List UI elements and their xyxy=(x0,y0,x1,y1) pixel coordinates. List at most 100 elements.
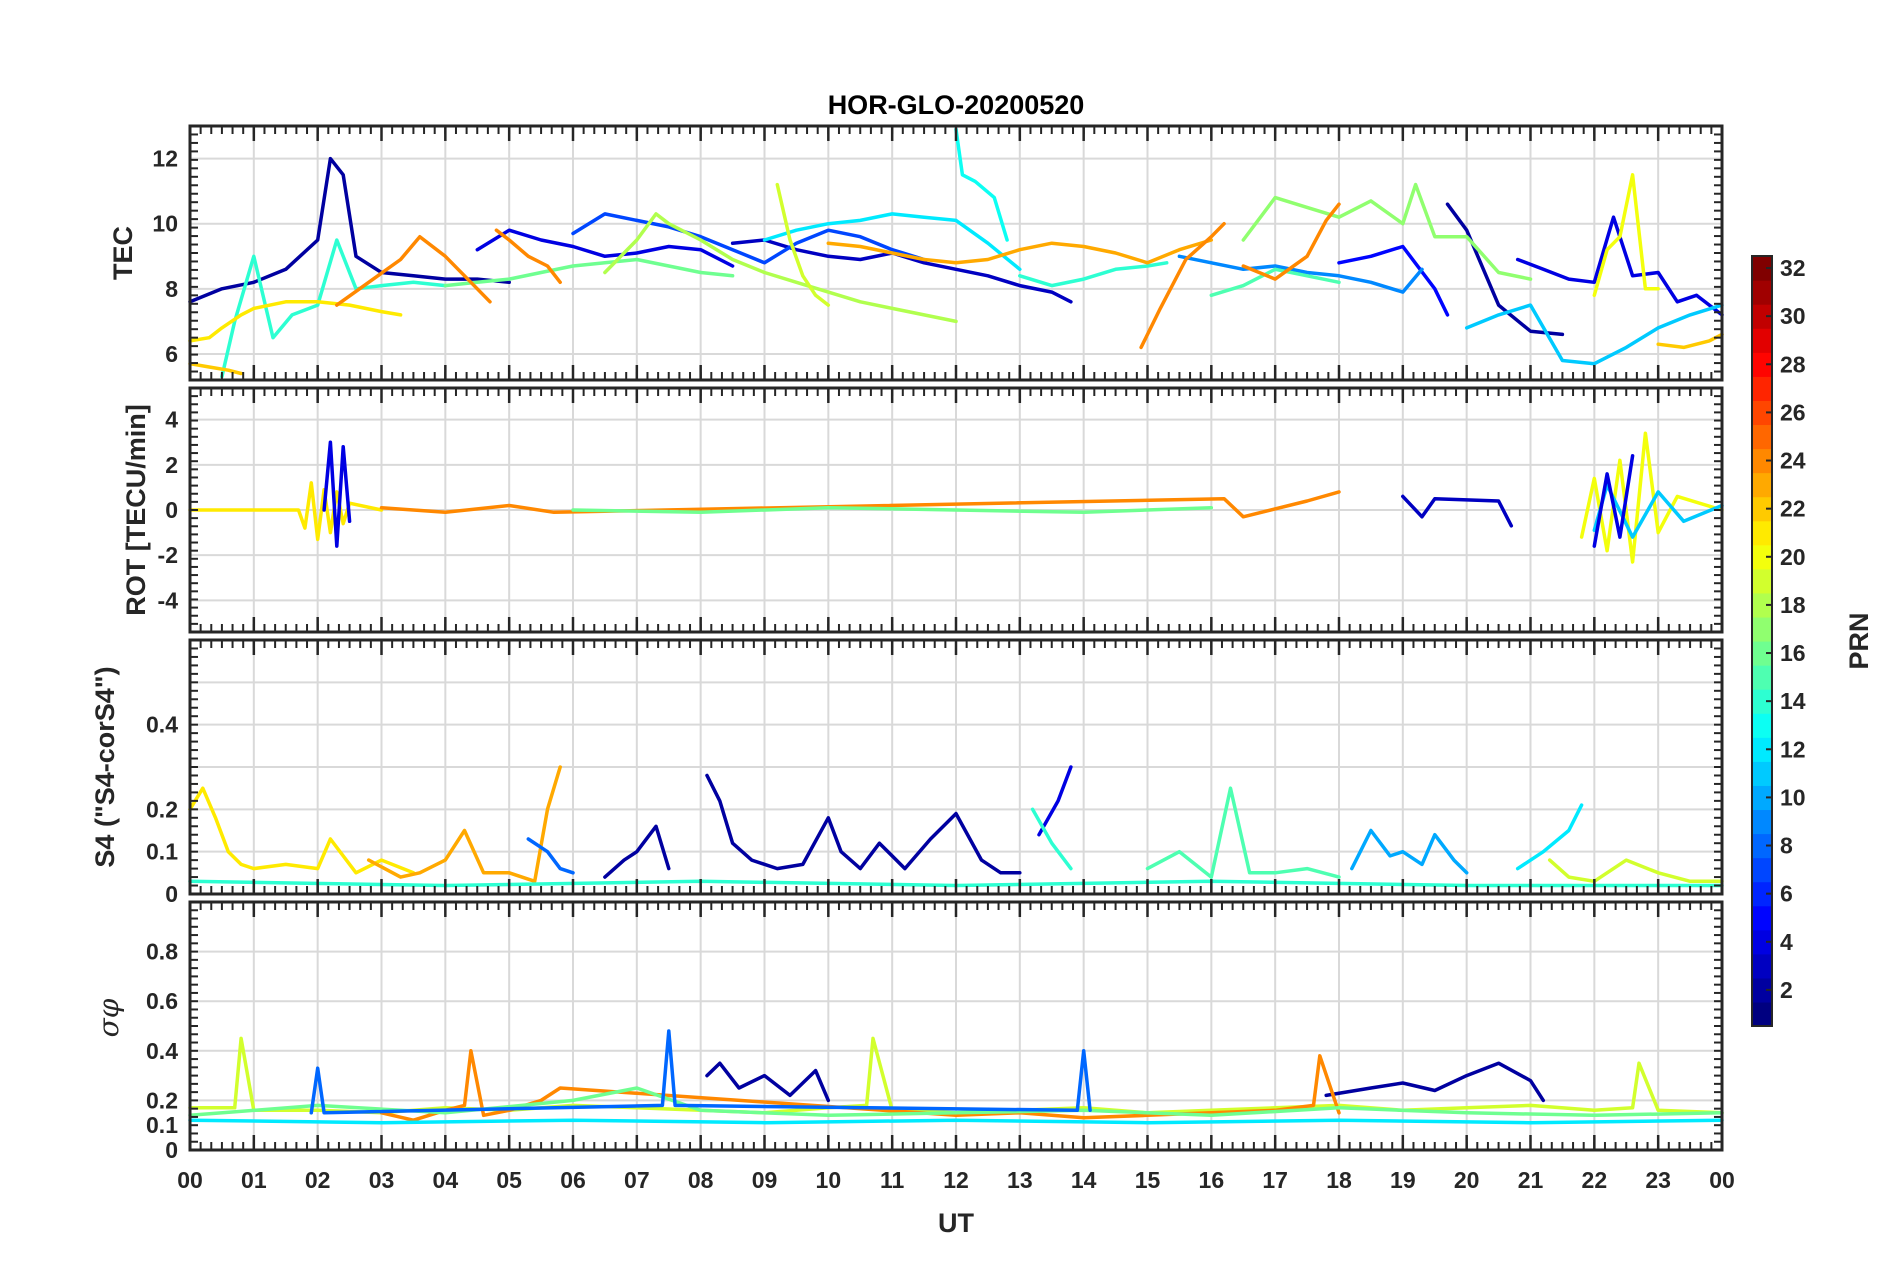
colorbar-segment xyxy=(1752,953,1772,979)
series-line-prn-8 xyxy=(309,1029,1092,1115)
panel-sigma: 00.10.2 0.4 0.6 0.8 σφ 00 01 02 03 04 05 06 07 08 09 10… xyxy=(92,900,1735,1193)
series-line-prn-14 xyxy=(1018,261,1169,288)
y-tick-label: 0.2 xyxy=(146,1087,178,1113)
x-tick-label: 10 xyxy=(816,1167,842,1193)
y-axis-label: ROT [TECU/min] xyxy=(121,404,151,615)
series-line-prn-2 xyxy=(188,156,511,304)
series-line-prn-18 xyxy=(603,212,958,324)
x-tick-label: 00 xyxy=(177,1167,203,1193)
series-line-prn-21 xyxy=(188,300,403,343)
y-tick-label: 0.1 xyxy=(146,1112,178,1138)
x-tick-label: 05 xyxy=(496,1167,522,1193)
series-line-prn-21 xyxy=(188,481,384,542)
colorbar-segment xyxy=(1752,568,1772,594)
x-tick-label: 08 xyxy=(688,1167,714,1193)
colorbar-segment xyxy=(1752,304,1772,329)
colorbar-tick-label: 6 xyxy=(1780,881,1793,907)
colorbar-tick-label: 2 xyxy=(1780,977,1793,1003)
series-line-prn-12 xyxy=(188,1118,1724,1125)
x-tick-label: 20 xyxy=(1454,1167,1480,1193)
series-line-prn-24 xyxy=(1241,202,1341,281)
panel-tec: 6 8 10 12 TEC xyxy=(108,124,1724,382)
series-line-prn-16 xyxy=(571,505,1214,515)
series-line-prn-13 xyxy=(954,127,1009,242)
colorbar-tick-label: 24 xyxy=(1780,448,1806,474)
series-line-prn-22 xyxy=(188,361,243,376)
series-line-prn-2 xyxy=(1445,202,1565,337)
y-axis-label: σφ xyxy=(92,998,125,1037)
series-line-prn-24 xyxy=(335,234,492,307)
colorbar-segment xyxy=(1752,352,1772,377)
series-line-prn-8 xyxy=(526,837,575,875)
series-line-prn-16 xyxy=(443,257,735,288)
colorbar-segment xyxy=(1752,977,1772,1003)
series-line-prn-4 xyxy=(1037,765,1073,837)
colorbar-tick-label: 32 xyxy=(1780,255,1806,281)
x-tick-label: 22 xyxy=(1582,1167,1608,1193)
colorbar-segment xyxy=(1752,424,1772,450)
colorbar-segment xyxy=(1752,376,1772,401)
series-line-prn-24 xyxy=(1139,221,1226,350)
x-tick-label: 04 xyxy=(433,1167,459,1193)
colorbar-segment xyxy=(1752,520,1772,546)
colorbar-tick-label: 30 xyxy=(1780,303,1806,329)
panel-rot: -4 -2 0 2 4 ROT [TECU/min] xyxy=(121,386,1724,634)
colorbar-tick-label: 4 xyxy=(1780,929,1793,955)
series-line-prn-9 xyxy=(1177,254,1424,294)
series-line-prn-12 xyxy=(762,212,1022,272)
y-tick-label: 0.8 xyxy=(146,939,178,965)
x-tick-label: 23 xyxy=(1645,1167,1671,1193)
y-tick-label: 12 xyxy=(152,146,178,172)
x-tick-label: 00 xyxy=(1709,1167,1735,1193)
colorbar-segment xyxy=(1752,785,1772,811)
series-line-prn-14 xyxy=(1030,807,1073,871)
colorbar-tick-label: 20 xyxy=(1780,544,1806,570)
x-tick-label: 21 xyxy=(1518,1167,1544,1193)
series-line-prn-3 xyxy=(1401,494,1514,528)
series-line-prn-22 xyxy=(1656,332,1724,350)
colorbar-segment xyxy=(1752,280,1772,305)
colorbar-segment xyxy=(1752,833,1772,859)
y-tick-label: -2 xyxy=(158,542,178,568)
y-tick-label: 0.4 xyxy=(146,1038,178,1064)
y-tick-label: 0.1 xyxy=(146,839,178,865)
series-line-prn-2 xyxy=(705,1061,831,1103)
colorbar-segment xyxy=(1752,689,1772,714)
series-line-prn-17 xyxy=(1241,182,1533,281)
y-tick-label: 6 xyxy=(165,341,178,367)
x-tick-label: 02 xyxy=(305,1167,331,1193)
colorbar-segment xyxy=(1752,713,1772,738)
y-tick-label: 8 xyxy=(165,276,178,302)
series-line-prn-2 xyxy=(1324,1061,1546,1103)
colorbar-tick-label: 8 xyxy=(1780,833,1793,859)
y-tick-label: 0 xyxy=(165,497,178,523)
y-tick-label: 0 xyxy=(165,1137,178,1163)
series-line-prn-19 xyxy=(1547,858,1724,884)
x-tick-label: 03 xyxy=(369,1167,395,1193)
colorbar-segment xyxy=(1752,496,1772,522)
colorbar-segment xyxy=(1752,256,1772,281)
series-line-prn-20 xyxy=(1592,173,1660,298)
y-tick-label: 0 xyxy=(165,881,178,907)
series-line-prn-5 xyxy=(1337,244,1450,317)
colorbar-segment xyxy=(1752,881,1772,907)
y-tick-label: -4 xyxy=(158,587,179,613)
series-line-prn-23 xyxy=(366,765,562,884)
y-axis-label: S4 ("S4-corS4") xyxy=(90,666,120,867)
chart-title: HOR-GLO-20200520 xyxy=(828,90,1085,120)
colorbar-tick-label: 16 xyxy=(1780,640,1806,666)
series-line-prn-15 xyxy=(1145,786,1341,879)
series-line-prn-10 xyxy=(1350,828,1469,875)
colorbar-segment xyxy=(1752,1001,1772,1027)
x-tick-label: 07 xyxy=(624,1167,650,1193)
y-tick-label: 2 xyxy=(165,452,178,478)
colorbar-segment xyxy=(1752,616,1772,642)
colorbar-tick-label: 18 xyxy=(1780,592,1806,618)
colorbar-frame xyxy=(1751,255,1773,1027)
x-tick-label: 19 xyxy=(1390,1167,1416,1193)
colorbar-segment xyxy=(1752,761,1772,786)
x-tick-label: 09 xyxy=(752,1167,778,1193)
x-axis-label: UT xyxy=(938,1208,974,1238)
